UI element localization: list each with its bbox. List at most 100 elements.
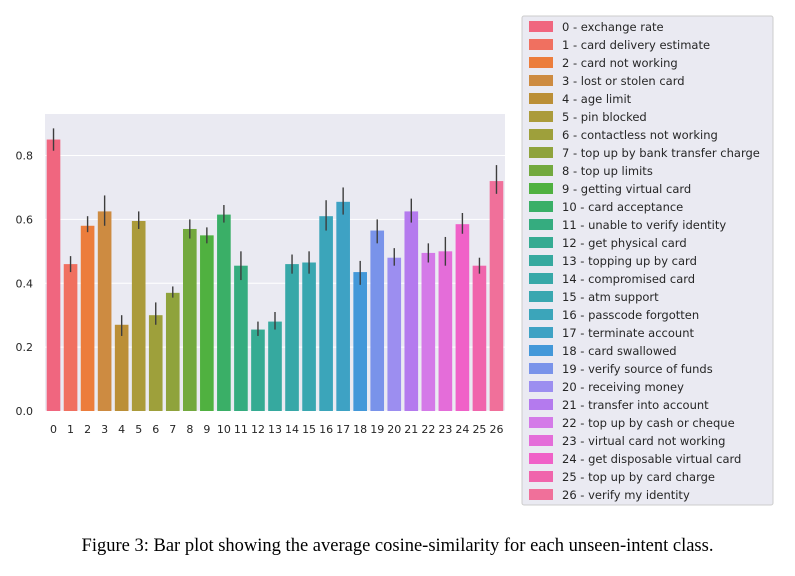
y-tick-label: 0.0 (16, 405, 34, 418)
legend-label: 12 - get physical card (562, 236, 687, 250)
error-bars (52, 128, 498, 336)
bar-26 (489, 181, 504, 411)
x-tick-label: 16 (319, 423, 333, 436)
legend-swatch (529, 291, 553, 302)
x-tick-label: 18 (353, 423, 367, 436)
legend-label: 1 - card delivery estimate (562, 38, 710, 52)
bar-5 (131, 220, 146, 411)
x-tick-label: 6 (152, 423, 159, 436)
legend-swatch (529, 183, 553, 194)
bar-8 (183, 228, 197, 411)
x-tick-label: 11 (234, 423, 248, 436)
legend-swatch (529, 219, 553, 230)
legend-label: 17 - terminate account (562, 326, 694, 340)
legend-label: 10 - card acceptance (562, 200, 683, 214)
legend-label: 26 - verify my identity (562, 488, 690, 502)
bar-25 (472, 265, 487, 411)
legend-swatch (529, 363, 553, 374)
bar-16 (319, 216, 333, 411)
legend-swatch (529, 111, 553, 122)
legend-label: 9 - getting virtual card (562, 182, 691, 196)
x-tick-label: 23 (438, 423, 452, 436)
legend-swatch (529, 327, 553, 338)
x-tick-label: 8 (186, 423, 193, 436)
legend-swatch (529, 93, 553, 104)
x-tick-label: 4 (118, 423, 125, 436)
legend-swatch (529, 75, 553, 86)
bar-3 (97, 211, 112, 411)
legend-swatch (529, 309, 553, 320)
legend-swatch (529, 273, 553, 284)
x-tick-label: 2 (84, 423, 91, 436)
x-tick-label: 3 (101, 423, 108, 436)
bar-23 (438, 251, 453, 411)
x-tick-label: 13 (268, 423, 282, 436)
legend-swatch (529, 435, 553, 446)
legend-swatch (529, 399, 553, 410)
legend-label: 23 - virtual card not working (562, 434, 725, 448)
legend-swatch (529, 129, 553, 140)
x-tick-label: 7 (169, 423, 176, 436)
legend-label: 21 - transfer into account (562, 398, 709, 412)
bar-24 (455, 224, 470, 411)
x-tick-label: 24 (455, 423, 469, 436)
legend-label: 13 - topping up by card (562, 254, 697, 268)
bar-14 (285, 264, 299, 411)
legend-label: 2 - card not working (562, 56, 678, 70)
bar-chart: 0.00.20.40.60.8 0 1 2 3 4 5 6 7 8 9 10 11 12 13 14 15 16… (16, 15, 774, 506)
x-tick-label: 25 (472, 423, 486, 436)
legend-swatch (529, 21, 553, 32)
legend-label: 4 - age limit (562, 92, 632, 106)
legend-label: 19 - verify source of funds (562, 362, 713, 376)
legend-label: 16 - passcode forgotten (562, 308, 699, 322)
y-axis-ticks: 0.0 0.2 0.4 0.6 0.8 (16, 150, 34, 418)
bar-7 (165, 292, 180, 411)
y-tick-label: 0.8 (16, 150, 34, 163)
x-tick-label: 17 (336, 423, 350, 436)
bar-22 (421, 252, 436, 411)
bar-0 (46, 139, 61, 411)
legend-swatch (529, 453, 553, 464)
legend-label: 20 - receiving money (562, 380, 684, 394)
legend-swatch (529, 471, 553, 482)
legend-label: 0 - exchange rate (562, 20, 664, 34)
legend-swatch (529, 345, 553, 356)
x-tick-label: 21 (404, 423, 418, 436)
legend-label: 11 - unable to verify identity (562, 218, 726, 232)
bar-2 (80, 225, 95, 411)
bar-11 (234, 265, 248, 411)
x-tick-label: 20 (387, 423, 401, 436)
x-axis-ticks: 0 1 2 3 4 5 6 7 8 9 10 11 12 13 14 15 16 17 18 19 20 21 22 23 24… (50, 423, 503, 436)
legend-label: 24 - get disposable virtual card (562, 452, 741, 466)
x-tick-label: 22 (421, 423, 435, 436)
y-tick-label: 0.2 (16, 341, 34, 354)
figure-caption: Figure 3: Bar plot showing the average c… (81, 536, 714, 556)
bar-21 (404, 211, 419, 411)
legend-swatch (529, 165, 553, 176)
legend-label: 25 - top up by card charge (562, 470, 715, 484)
legend-label: 7 - top up by bank transfer charge (562, 146, 760, 160)
x-tick-label: 19 (370, 423, 384, 436)
x-tick-label: 9 (203, 423, 210, 436)
legend-label: 8 - top up limits (562, 164, 653, 178)
x-tick-label: 14 (285, 423, 299, 436)
legend-swatch (529, 237, 553, 248)
x-tick-label: 12 (251, 423, 265, 436)
bar-12 (251, 329, 265, 411)
legend-frame (521, 15, 774, 506)
legend-label: 22 - top up by cash or cheque (562, 416, 735, 430)
x-tick-label: 1 (67, 423, 74, 436)
x-tick-label: 26 (489, 423, 503, 436)
legend-swatch (529, 255, 553, 266)
legend-swatch (529, 489, 553, 500)
bar-18 (353, 272, 367, 411)
legend-label: 18 - card swallowed (562, 344, 677, 358)
bar-4 (114, 324, 129, 411)
legend-label: 5 - pin blocked (562, 110, 647, 124)
legend-swatch (529, 57, 553, 68)
bar-10 (217, 214, 231, 411)
legend-swatch (529, 147, 553, 158)
x-tick-label: 5 (135, 423, 142, 436)
legend-swatch (529, 201, 553, 212)
legend-swatch (529, 381, 553, 392)
